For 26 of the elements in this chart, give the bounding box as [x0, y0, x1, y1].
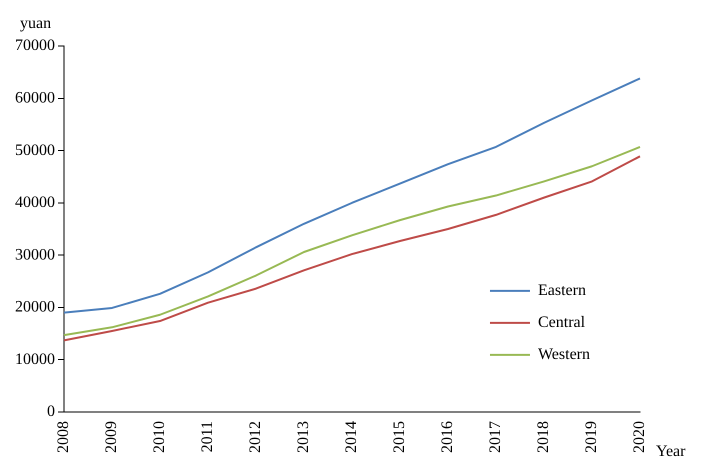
x-tick-label: 2014	[343, 421, 360, 453]
x-tick-label: 2008	[55, 421, 72, 453]
legend-label: Central	[538, 314, 586, 332]
y-tick-label: 50000	[15, 142, 55, 159]
legend-label: Eastern	[538, 282, 586, 300]
x-tick-label: 2011	[199, 421, 216, 452]
y-tick-label: 70000	[15, 37, 55, 54]
x-tick-label: 2016	[439, 421, 456, 453]
y-tick-label: 40000	[15, 194, 55, 212]
x-tick-label: 2015	[391, 421, 408, 453]
x-axis-title: Year	[656, 443, 686, 460]
x-tick-label: 2018	[535, 421, 552, 453]
x-tick-label: 2020	[631, 421, 648, 453]
x-tick-label: 2017	[487, 421, 504, 453]
x-tick-label: 2009	[103, 421, 120, 453]
legend-label: Western	[538, 346, 590, 364]
x-tick-label: 2013	[295, 421, 312, 453]
x-tick-label: 2010	[151, 421, 168, 453]
y-tick-label: 0	[47, 403, 55, 420]
x-tick-label: 2019	[583, 421, 600, 453]
y-tick-label: 10000	[15, 350, 55, 368]
y-tick-label: 20000	[15, 298, 55, 316]
y-tick-label: 60000	[15, 89, 55, 106]
x-tick-label: 2012	[247, 421, 264, 453]
y-tick-label: 30000	[15, 246, 55, 264]
y-axis-title: yuan	[20, 15, 52, 32]
